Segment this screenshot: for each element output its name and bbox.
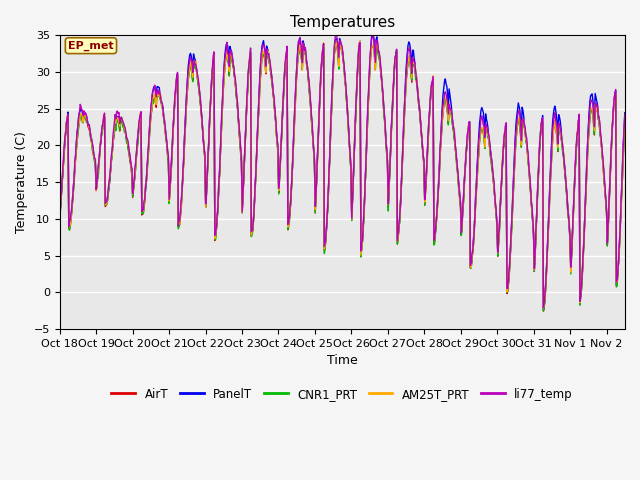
Title: Temperatures: Temperatures (290, 15, 395, 30)
PanelT (621, 110, 628, 116)
AM25T_PRT (462, 155, 470, 161)
li77_temp (540, 305, 547, 311)
AM25T_PRT (476, 136, 483, 142)
Legend: AirT, PanelT, CNR1_PRT, AM25T_PRT, li77_temp: AirT, PanelT, CNR1_PRT, AM25T_PRT, li77_… (107, 383, 578, 405)
AirT (135, 127, 143, 132)
li77_temp (135, 121, 143, 127)
CNR1_PRT (621, 118, 628, 124)
PanelT (476, 120, 483, 126)
CNR1_PRT (540, 308, 547, 314)
li77_temp (332, 29, 340, 35)
CNR1_PRT (58, 178, 66, 184)
AM25T_PRT (356, 38, 364, 44)
AirT (540, 308, 547, 314)
AM25T_PRT (58, 180, 66, 185)
PanelT (56, 214, 63, 220)
li77_temp (476, 132, 483, 137)
Line: li77_temp: li77_temp (60, 32, 625, 308)
li77_temp (621, 111, 628, 117)
li77_temp (462, 152, 470, 157)
CNR1_PRT (476, 139, 483, 145)
PanelT (462, 154, 470, 160)
CNR1_PRT (135, 126, 143, 132)
AM25T_PRT (540, 305, 547, 311)
Line: PanelT: PanelT (60, 34, 625, 309)
PanelT (369, 31, 376, 37)
CNR1_PRT (297, 53, 305, 59)
Line: AM25T_PRT: AM25T_PRT (60, 41, 625, 308)
Line: CNR1_PRT: CNR1_PRT (60, 41, 625, 311)
li77_temp (56, 211, 63, 216)
CNR1_PRT (56, 219, 63, 225)
X-axis label: Time: Time (327, 354, 358, 367)
AirT (372, 41, 380, 47)
PanelT (540, 306, 547, 312)
CNR1_PRT (332, 38, 340, 44)
AM25T_PRT (135, 124, 143, 130)
AM25T_PRT (621, 117, 628, 123)
AirT (462, 157, 470, 163)
AirT (56, 216, 63, 222)
PanelT (58, 183, 66, 189)
AirT (621, 120, 628, 125)
AirT (297, 50, 305, 56)
CNR1_PRT (462, 155, 470, 160)
AM25T_PRT (318, 51, 326, 57)
PanelT (297, 42, 305, 48)
AirT (318, 55, 326, 60)
Line: AirT: AirT (60, 44, 625, 311)
PanelT (135, 125, 143, 131)
AirT (58, 183, 66, 189)
AirT (476, 138, 483, 144)
AM25T_PRT (297, 45, 305, 51)
li77_temp (58, 179, 66, 184)
Text: EP_met: EP_met (68, 40, 114, 51)
li77_temp (318, 53, 326, 59)
PanelT (318, 53, 326, 59)
CNR1_PRT (318, 54, 326, 60)
Y-axis label: Temperature (C): Temperature (C) (15, 131, 28, 233)
li77_temp (297, 40, 305, 46)
AM25T_PRT (56, 217, 63, 223)
